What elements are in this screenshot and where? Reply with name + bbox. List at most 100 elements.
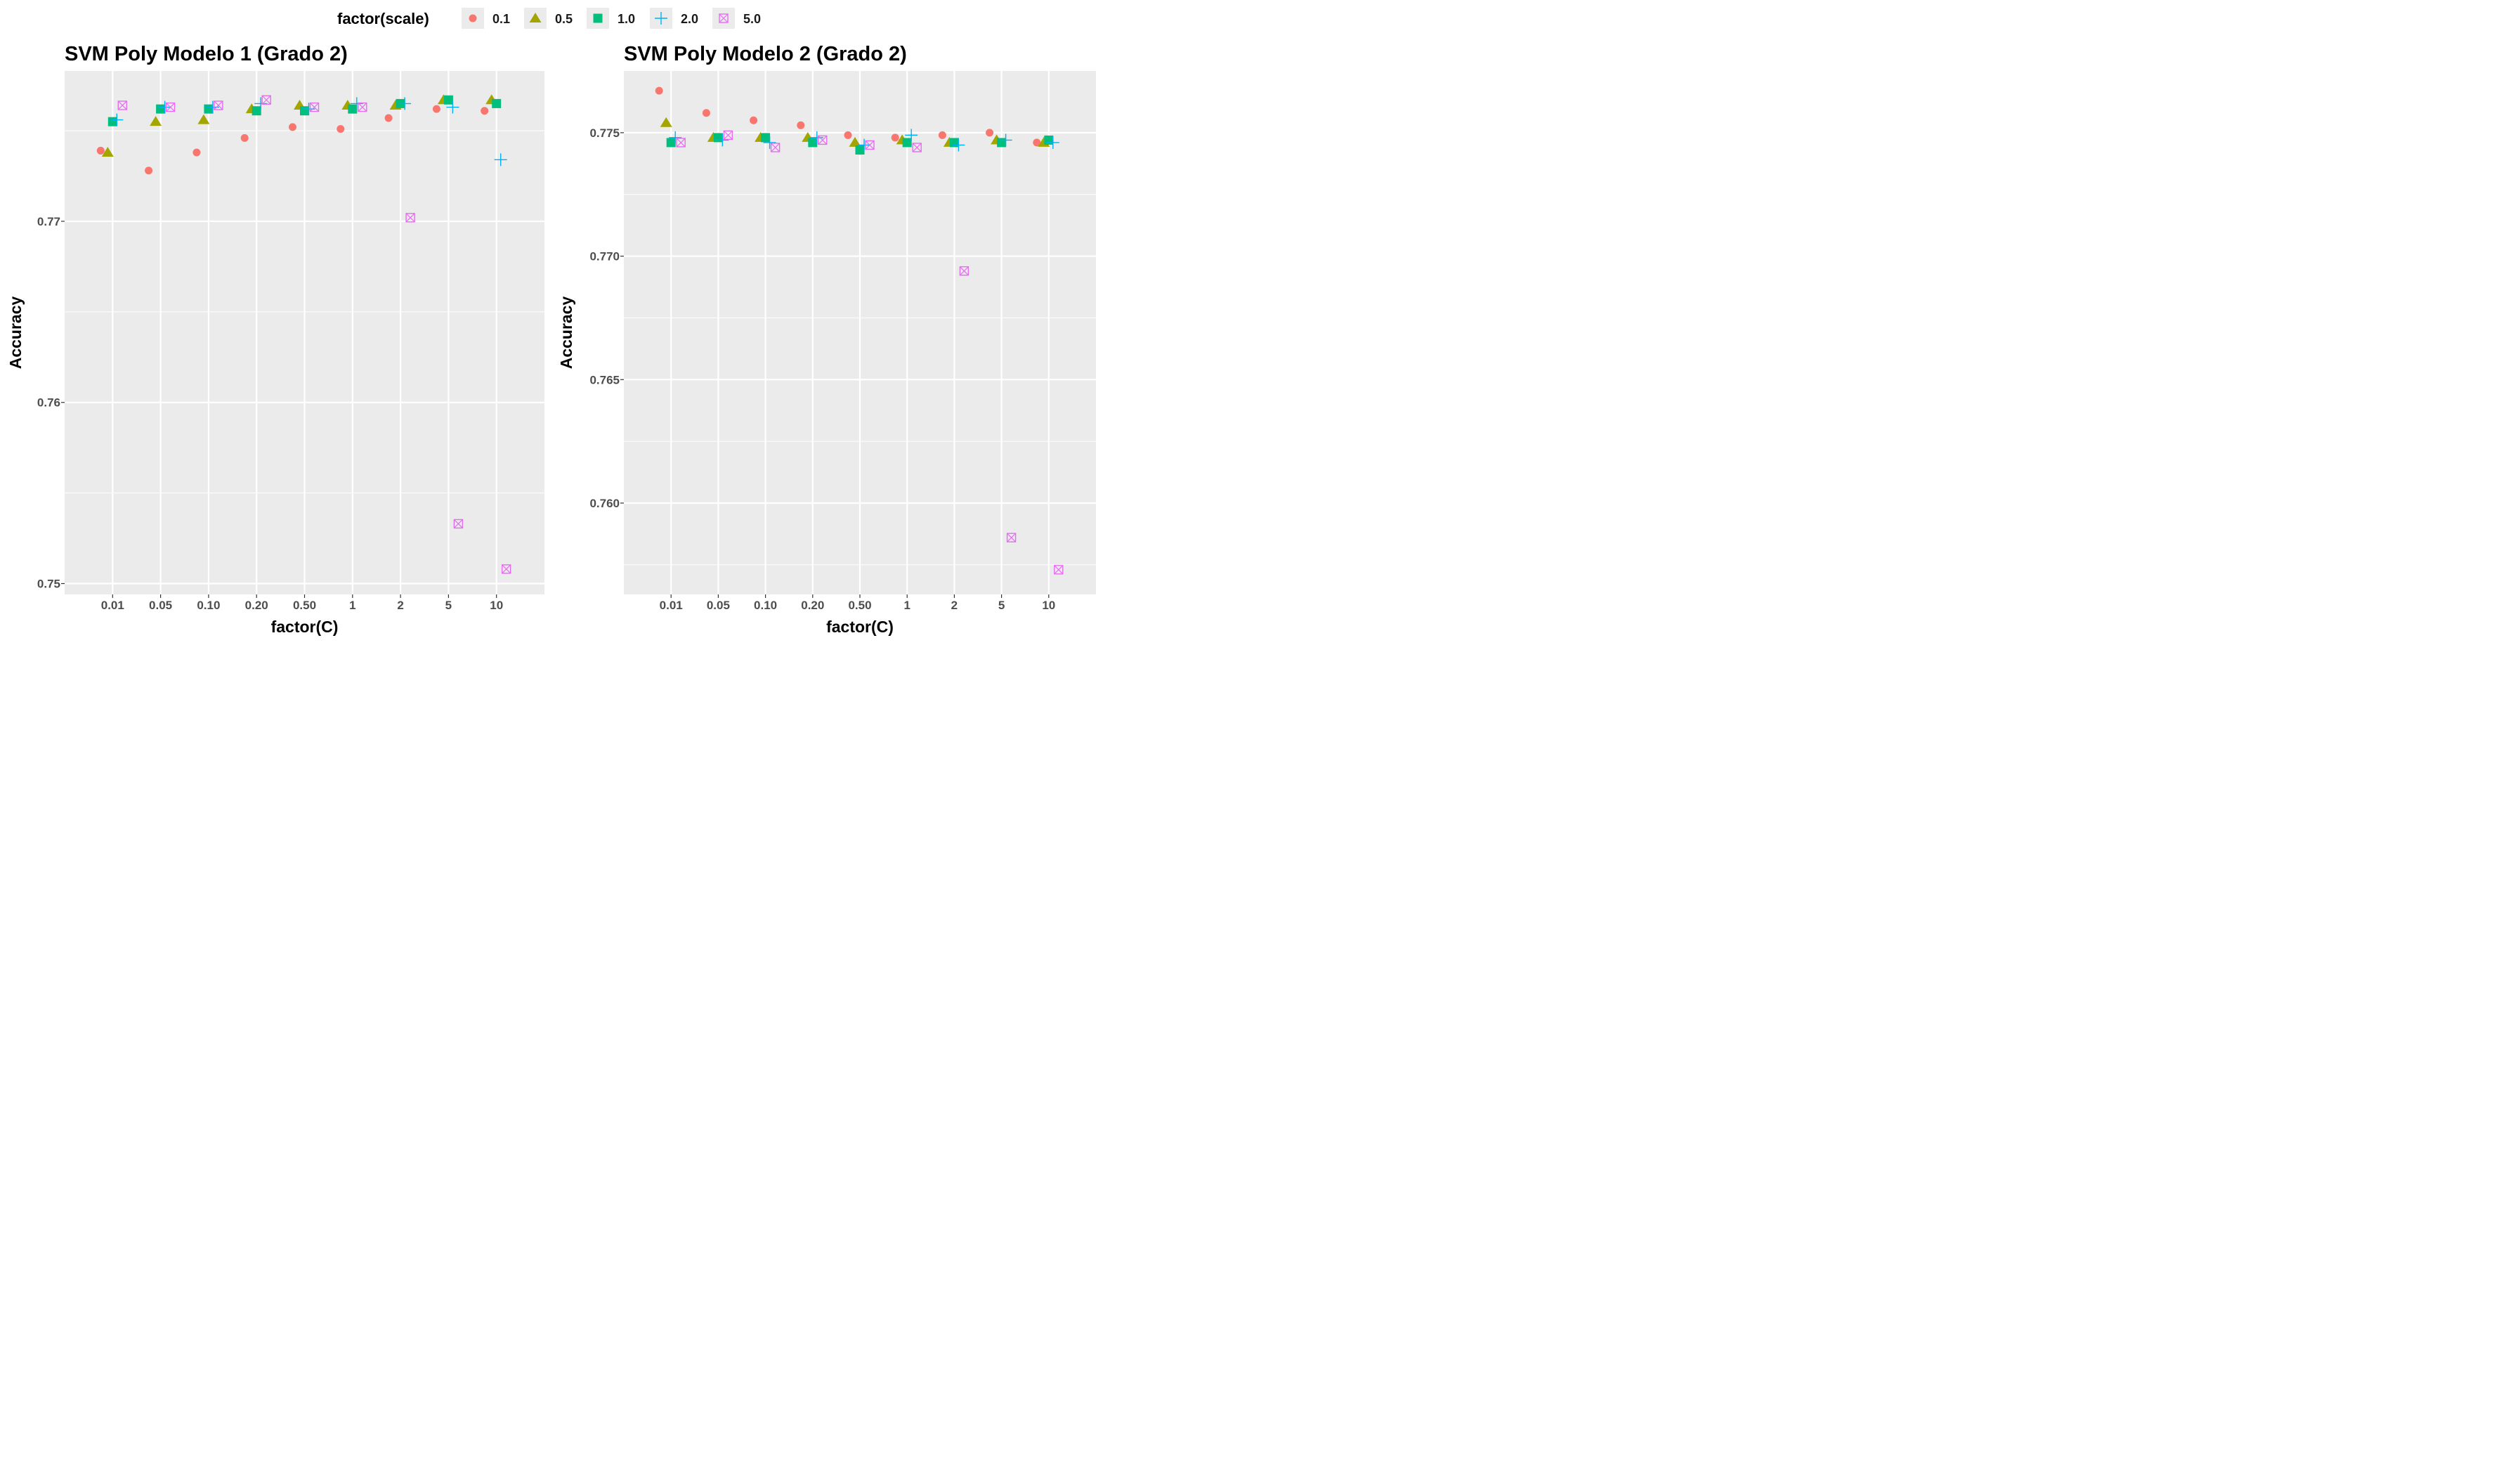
x-tick-label: 0.01 (660, 599, 683, 612)
boxed-x-icon (719, 13, 729, 23)
data-point (481, 107, 489, 115)
data-point (912, 143, 922, 152)
legend-label: 1.0 (618, 12, 635, 26)
data-point (300, 106, 309, 116)
data-point (938, 131, 946, 139)
y-tick-label: 0.760 (589, 497, 620, 510)
data-point (750, 116, 758, 124)
figure: factor(scale) 0.1 0.5 1.0 2.0 5.0 0.75 0.76 0.77… (0, 0, 1102, 644)
x-tick-label: 0.20 (801, 599, 824, 612)
legend-title: factor(scale) (337, 10, 429, 27)
x-axis-title: factor(C) (826, 618, 894, 636)
x-tick-label: 10 (1042, 599, 1055, 612)
data-point (350, 97, 363, 110)
data-point (1006, 533, 1017, 542)
data-point (1044, 135, 1054, 145)
x-tick-label: 0.05 (707, 599, 730, 612)
data-point (107, 117, 117, 126)
legend-label: 5.0 (743, 12, 761, 26)
data-point (110, 113, 124, 126)
series-2.0 (669, 129, 1059, 152)
data-point (398, 97, 412, 110)
y-tick-label: 0.770 (589, 250, 620, 263)
data-point (453, 519, 464, 529)
legend: factor(scale) 0.1 0.5 1.0 2.0 5.0 (337, 8, 761, 29)
data-point (358, 102, 367, 112)
y-tick-label: 0.77 (37, 215, 60, 228)
data-point (855, 145, 865, 155)
data-point (891, 133, 899, 142)
data-point (716, 133, 729, 147)
data-point (309, 102, 320, 112)
data-point (492, 98, 502, 108)
x-tick-label: 0.50 (848, 599, 871, 612)
data-point (252, 106, 261, 116)
legend-label: 2.0 (681, 12, 698, 26)
data-point (949, 138, 959, 148)
y-tick-label: 0.775 (589, 126, 620, 140)
series-0.1 (655, 86, 1041, 147)
data-point (405, 213, 415, 223)
series-5.0 (676, 130, 1064, 575)
data-point (669, 131, 682, 144)
data-point (676, 138, 686, 148)
data-point (443, 95, 453, 105)
data-point (849, 136, 861, 147)
x-tick-label: 1 (349, 599, 355, 612)
data-point (818, 135, 828, 145)
data-point (348, 104, 358, 114)
data-point (986, 129, 994, 137)
y-tick-label: 0.765 (589, 373, 620, 386)
data-point (770, 143, 781, 152)
x-tick-label: 5 (998, 599, 1005, 612)
series-0.1 (96, 105, 489, 175)
data-point (446, 100, 459, 114)
legend-item-0.5: 0.5 (524, 8, 573, 29)
data-point (702, 109, 710, 117)
data-point (808, 138, 818, 148)
data-point (999, 133, 1012, 147)
x-tick-label: 2 (951, 599, 958, 612)
y-axis-title: Accuracy (557, 297, 575, 370)
x-axis-title: factor(C) (271, 618, 339, 636)
data-point (150, 116, 162, 126)
data-point (254, 97, 268, 110)
x-tick-label: 0.10 (197, 599, 220, 612)
y-tick-label: 0.76 (37, 396, 60, 410)
data-point (101, 147, 114, 157)
data-point (197, 114, 210, 124)
data-point (997, 138, 1007, 148)
data-point (1033, 138, 1041, 147)
y-tick-label: 0.75 (37, 578, 60, 591)
x-tick-label: 5 (445, 599, 452, 612)
x-tick-label: 0.01 (101, 599, 124, 612)
data-point (384, 114, 393, 122)
data-point (240, 133, 249, 142)
data-point (713, 133, 723, 143)
data-point (763, 136, 776, 149)
data-point (865, 140, 875, 150)
data-point (1046, 136, 1059, 149)
data-point (494, 153, 507, 167)
legend-label: 0.5 (555, 12, 573, 26)
x-tick-label: 2 (397, 599, 403, 612)
chart-panel-modelo-1: 0.75 0.76 0.77 0.01 0.05 0.10 0.20 0.50 1 2 5 10 SVM… (6, 43, 544, 636)
triangle-icon (529, 13, 542, 22)
data-point (902, 138, 912, 148)
legend-item-2.0: 2.0 (650, 8, 698, 29)
series-5.0 (117, 95, 511, 574)
square-icon (593, 13, 603, 23)
circle-icon (469, 14, 477, 22)
data-point (666, 138, 676, 148)
data-point (165, 102, 176, 112)
data-point (797, 121, 805, 129)
figure-canvas: factor(scale) 0.1 0.5 1.0 2.0 5.0 0.75 0.76 0.77… (6, 8, 1096, 636)
data-point (158, 100, 171, 114)
x-tick-label: 10 (490, 599, 503, 612)
data-point (905, 129, 918, 142)
data-point (502, 564, 511, 574)
data-point (655, 86, 663, 95)
data-point (145, 167, 153, 175)
x-tick-label: 0.20 (245, 599, 268, 612)
data-point (261, 95, 271, 105)
